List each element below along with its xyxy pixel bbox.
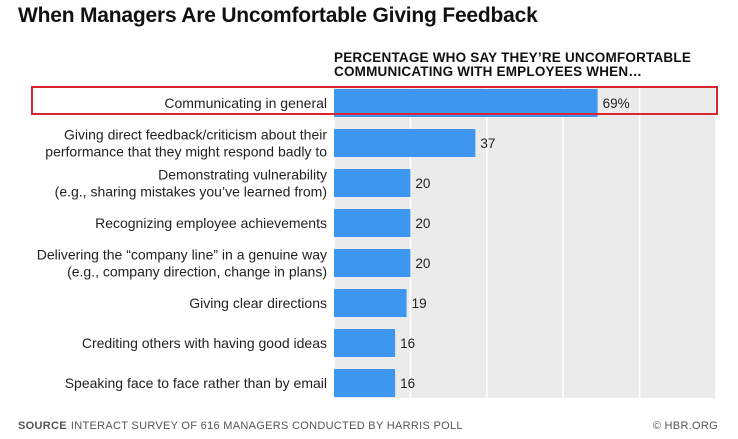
- category-label: (e.g., company direction, change in plan…: [67, 264, 327, 280]
- chart-gridlines: [333, 87, 717, 398]
- chart-value-labels: 69% 37 20 20 20 19 16 16: [400, 96, 629, 391]
- category-label: Demonstrating vulnerability: [158, 167, 327, 183]
- category-label: Recognizing employee achievements: [95, 215, 327, 231]
- value-label: 19: [412, 296, 427, 311]
- category-label: performance that they might respond badl…: [45, 144, 327, 160]
- bar: [334, 369, 396, 397]
- category-label: Crediting others with having good ideas: [82, 335, 327, 351]
- bar: [334, 249, 411, 277]
- chart-category-labels: Communicating in general Giving direct fe…: [37, 95, 328, 391]
- value-label: 37: [480, 136, 495, 151]
- bar: [334, 89, 598, 117]
- source-text: INTERACT SURVEY OF 616 MANAGERS CONDUCTE…: [70, 420, 463, 432]
- footer-source: SOURCE INTERACT SURVEY OF 616 MANAGERS CO…: [18, 420, 463, 432]
- category-label: Giving clear directions: [189, 295, 327, 311]
- category-label: Speaking face to face rather than by ema…: [65, 375, 327, 391]
- category-label: (e.g., sharing mistakes you’ve learned f…: [55, 184, 327, 200]
- value-label: 69%: [603, 96, 630, 111]
- value-label: 20: [415, 176, 430, 191]
- bar: [334, 289, 407, 317]
- chart-subtitle: PERCENTAGE WHO SAY THEY’RE UNCOMFORTABLE…: [334, 50, 692, 79]
- value-label: 20: [415, 256, 430, 271]
- bar: [334, 209, 411, 237]
- source-label: SOURCE: [18, 420, 67, 432]
- footer-credit: © HBR.ORG: [652, 420, 718, 432]
- value-label: 16: [400, 336, 415, 351]
- chart-title: When Managers Are Uncomfortable Giving F…: [18, 4, 538, 27]
- highlight-box: [31, 86, 718, 115]
- bar: [334, 329, 396, 357]
- value-label: 20: [415, 216, 430, 231]
- value-label: 16: [400, 376, 415, 391]
- category-label: Giving direct feedback/criticism about t…: [64, 127, 327, 143]
- bar: [334, 129, 476, 157]
- category-label: Communicating in general: [164, 95, 327, 111]
- category-label: Delivering the “company line” in a genui…: [37, 247, 327, 263]
- chart-bars: [334, 89, 598, 397]
- bar: [334, 169, 411, 197]
